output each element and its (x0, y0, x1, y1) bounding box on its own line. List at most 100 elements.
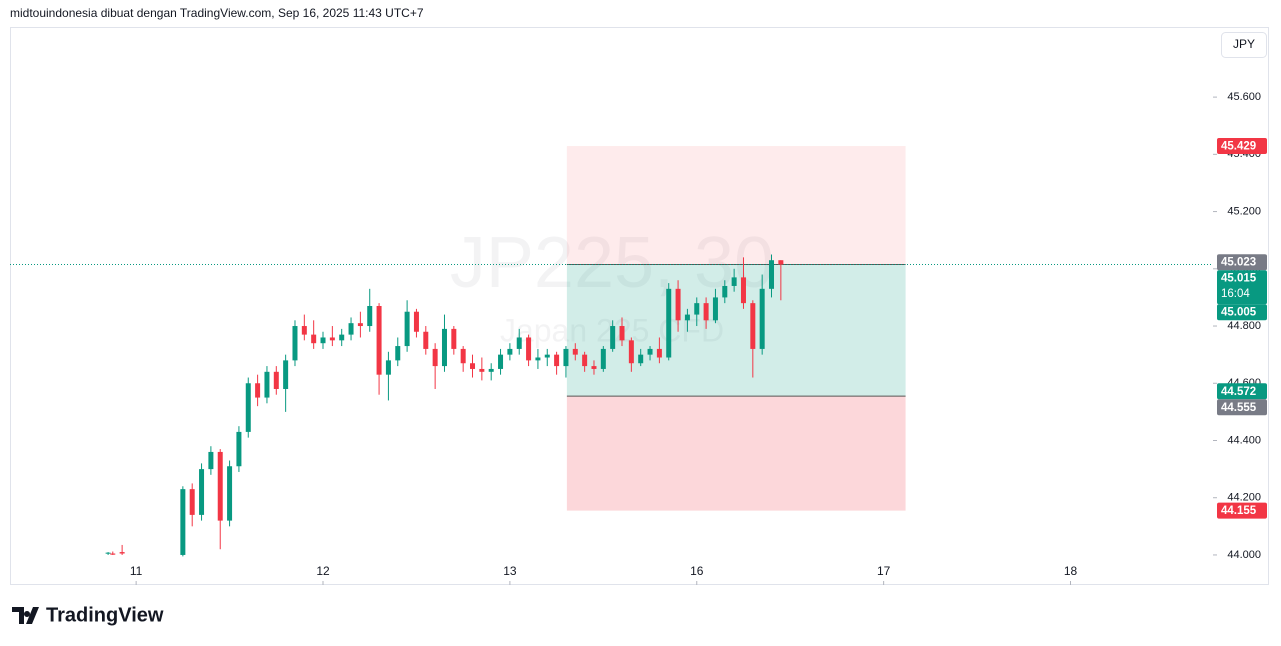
candle-body (544, 354, 550, 358)
candle-body (554, 354, 560, 367)
plot: JP225, 30Japan 225 CFD44.00044.20044.400… (10, 91, 1267, 585)
price-label: 44.572 (1221, 386, 1256, 398)
y-tick-label: 44.800 (1227, 320, 1261, 332)
candle-body (245, 383, 251, 432)
currency-label: JPY (1233, 37, 1255, 51)
candle-body (470, 363, 476, 369)
candle-body (516, 337, 522, 349)
candle-body (759, 288, 765, 349)
price-label-box (1217, 254, 1267, 271)
price-label: 45.429 (1221, 141, 1256, 153)
candle-body (236, 431, 242, 467)
candle-body (255, 383, 261, 398)
candle-body (451, 328, 457, 349)
candle-body (526, 337, 532, 361)
candle-body (199, 469, 205, 515)
candle-body (675, 288, 681, 321)
y-tick-label: 44.400 (1227, 434, 1261, 446)
candle-body (731, 277, 737, 286)
candle-body (208, 451, 214, 470)
x-tick-label: 13 (503, 564, 517, 578)
candle-body (656, 348, 662, 358)
candle-body (488, 368, 494, 372)
y-tick-label: 44.000 (1227, 549, 1261, 561)
candle-body (189, 489, 195, 515)
currency-button[interactable] (1221, 32, 1267, 58)
candle-body (684, 314, 690, 321)
y-tick-label: 44.200 (1227, 492, 1261, 504)
candle-body (712, 297, 718, 321)
candle-body (479, 368, 485, 372)
candle-body (582, 354, 588, 367)
candle-body (638, 354, 644, 364)
price-label-time: 16:04 (1221, 288, 1250, 300)
x-tick-label: 16 (690, 564, 704, 578)
candle-body (385, 360, 391, 375)
candle-body (395, 346, 401, 361)
position-zone (566, 146, 906, 265)
x-tick-label: 18 (1064, 564, 1078, 578)
logo-text: TradingView (46, 604, 164, 626)
price-label-box (1217, 304, 1267, 321)
candle-body (110, 553, 116, 555)
price-label-box (1217, 383, 1267, 400)
candle-body (273, 371, 279, 389)
candle-body (778, 260, 784, 265)
price-label-box (1217, 138, 1267, 155)
candle-body (329, 337, 335, 341)
candle-body (413, 311, 419, 332)
candle-body (311, 334, 317, 344)
candle-body (694, 303, 700, 315)
candle-body (740, 277, 746, 304)
candle-body (367, 306, 373, 327)
price-label: 44.155 (1221, 505, 1257, 517)
candle-body (591, 366, 597, 369)
x-tick-label: 11 (130, 564, 143, 578)
candle-body (750, 303, 756, 349)
logo-icon (12, 607, 39, 624)
candle-body (105, 552, 111, 554)
price-label: 44.555 (1221, 402, 1257, 414)
candle-body (180, 489, 186, 555)
candle-body (647, 348, 653, 355)
candle-body (320, 337, 326, 344)
candle-body (610, 326, 616, 349)
candle-body (423, 331, 429, 349)
y-tick-label: 45.600 (1227, 91, 1261, 103)
candle-body (357, 323, 363, 327)
candle-body (441, 328, 447, 367)
chart-frame (10, 27, 1269, 585)
candle-body (769, 260, 775, 289)
price-label-box (1217, 399, 1267, 416)
watermark: JP225, 30 (450, 223, 774, 303)
candle-body (619, 326, 625, 341)
candle-body (339, 334, 345, 341)
position-zone (566, 396, 906, 511)
candle-body (432, 348, 438, 367)
price-label-box (1217, 270, 1267, 305)
candle-body (666, 288, 672, 358)
candle-body (507, 348, 513, 355)
candle-body (628, 340, 634, 364)
candle-body (535, 357, 541, 361)
candle-body (217, 451, 223, 521)
price-label: 45.015 (1221, 273, 1257, 285)
candle-body (227, 466, 233, 521)
x-tick-label: 12 (316, 564, 330, 578)
candle-body (404, 311, 410, 347)
y-tick-label: 45.200 (1227, 205, 1261, 217)
price-label: 45.005 (1221, 307, 1257, 319)
candle-body (572, 348, 578, 355)
candle-body (722, 285, 728, 298)
candle-body (376, 306, 382, 375)
candle-body (460, 348, 466, 364)
candle-body (563, 348, 569, 367)
candle-body (703, 303, 709, 321)
candle-body (301, 326, 307, 335)
logo: TradingView (12, 604, 164, 626)
candle-body (292, 326, 298, 361)
candle-body (348, 323, 354, 335)
price-label: 45.023 (1221, 257, 1256, 269)
candle-body (498, 354, 504, 369)
